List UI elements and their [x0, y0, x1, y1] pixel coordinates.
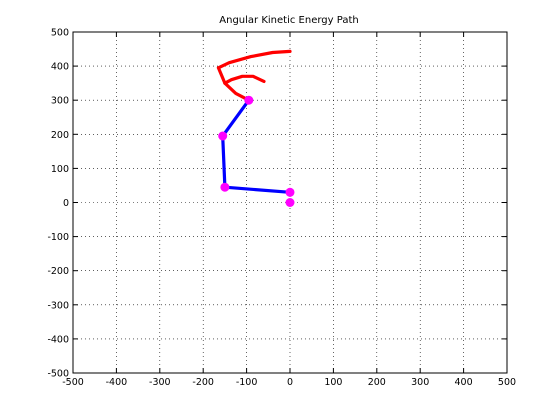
data-point-marker	[285, 187, 295, 197]
y-tick-label: -400	[47, 334, 69, 345]
x-tick-label: -200	[192, 377, 214, 388]
series-line-2	[216, 49, 292, 85]
series-line-1	[223, 74, 266, 102]
series-layer	[216, 49, 292, 194]
x-tick-label: 500	[498, 377, 516, 388]
y-tick-label: 400	[51, 62, 69, 73]
y-tick-label: 0	[63, 198, 69, 209]
x-tick-label: -400	[106, 377, 128, 388]
y-tick-label: -100	[47, 232, 69, 243]
data-point-marker	[218, 131, 228, 141]
y-tick-labels: -500 -400 -300 -200 -100 0 100 200 300 400 500	[47, 28, 69, 380]
x-tick-label: 100	[324, 377, 342, 388]
series-line-0	[221, 98, 292, 194]
y-tick-label: -200	[47, 266, 69, 277]
y-tick-label: -300	[47, 300, 69, 311]
x-tick-label: -100	[236, 377, 258, 388]
y-tick-label: -500	[47, 369, 69, 380]
x-tick-label: 0	[287, 377, 293, 388]
x-tick-label: -300	[149, 377, 171, 388]
data-point-marker	[220, 182, 230, 192]
y-tick-label: 200	[51, 130, 69, 141]
grid-lines	[73, 32, 507, 373]
x-tick-label: 300	[411, 377, 429, 388]
tick-marks	[72, 31, 508, 374]
x-tick-label: 200	[368, 377, 386, 388]
data-point-marker	[244, 95, 254, 105]
x-tick-labels: -500 -400 -300 -200 -100 0 100 200 300 400 500	[62, 377, 516, 388]
x-tick-label: 400	[455, 377, 473, 388]
y-tick-label: 300	[51, 96, 69, 107]
x-tick-label: -500	[62, 377, 84, 388]
chart-title: Angular Kinetic Energy Path	[219, 15, 358, 26]
data-point-marker	[285, 198, 295, 207]
marker-layer	[218, 95, 295, 207]
y-tick-label: 100	[51, 164, 69, 175]
y-tick-label: 500	[51, 28, 69, 39]
